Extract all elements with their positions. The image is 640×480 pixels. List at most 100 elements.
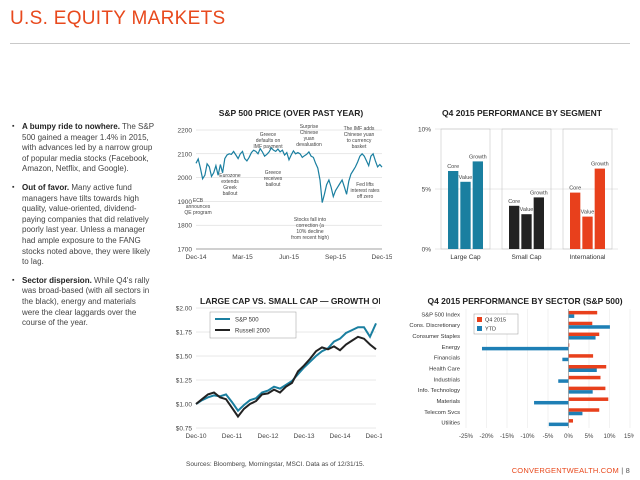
bar-label: Growth	[530, 190, 548, 196]
commentary-list: A bumpy ride to nowhere. The S&P 500 gai…	[12, 122, 154, 337]
sector-bar	[568, 343, 570, 347]
y-tick-label: 10%	[418, 127, 431, 134]
bullet-item: Out of favor. Many active fund managers …	[12, 183, 154, 268]
y-tick-label: 1900	[178, 199, 193, 206]
sp500-growth-line	[195, 322, 377, 413]
sector-bar	[568, 354, 594, 358]
sector-label: Consumer Staples	[412, 334, 460, 340]
segment-bar	[509, 205, 520, 249]
group-label: International	[570, 254, 606, 261]
x-tick-label: -10%	[520, 434, 535, 440]
group-label: Small Cap	[512, 254, 542, 261]
sp500-grid: 1700 1800 1900 2000 2100 2200 Dec-14 Mar-15 Jun-…	[178, 128, 392, 262]
bar-label: Growth	[591, 162, 609, 168]
sector-bar	[568, 375, 601, 380]
bullet-item: A bumpy ride to nowhere. The S&P 500 gai…	[12, 122, 154, 175]
chart-title-sp500: S&P 500 PRICE (OVER PAST YEAR)	[218, 108, 364, 118]
sector-label: Telecom Svcs	[424, 410, 460, 416]
bullet-heading: Out of favor.	[22, 182, 70, 192]
sector-label: Industrials	[434, 377, 461, 383]
sector-bar	[568, 336, 596, 340]
sector-bar	[568, 368, 597, 372]
sector-label: Info. Technology	[418, 388, 460, 394]
y-tick-label: $1.00	[176, 402, 193, 409]
y-tick-label: 1800	[178, 223, 193, 230]
bar-label: Growth	[469, 154, 487, 160]
annotation-yuan-devaluation: Surprise Chinese yuan devaluation	[296, 124, 322, 148]
x-tick-label: Dec-13	[294, 433, 315, 440]
russell2000-growth-line	[195, 335, 377, 419]
sector-bar	[568, 321, 593, 326]
annotation-imf-yuan: The IMF adds Chinese yuan to currency baske…	[344, 126, 375, 150]
annotation-fed-rates: Fed lifts interest rates off zero	[351, 182, 380, 200]
y-tick-label: $0.75	[176, 426, 193, 433]
segment-bar	[472, 161, 483, 249]
annotation-correction: Stocks fall into correction (a 10% decline…	[291, 217, 329, 241]
annotation-greece-bailout: Greece receives bailout	[264, 170, 283, 188]
y-tick-label: 2100	[178, 151, 193, 158]
sector-bar	[568, 325, 610, 329]
x-tick-label: -20%	[479, 434, 494, 440]
sp500-price-chart: 1700 1800 1900 2000 2100 2200 Dec-14 Mar-15 Jun-…	[178, 124, 392, 262]
title-divider	[10, 43, 630, 44]
sector-label: Utilities	[441, 421, 460, 427]
x-tick-label: 0%	[564, 434, 573, 440]
legend-q4: Q4 2015	[485, 318, 506, 324]
segment-bar	[570, 192, 581, 249]
sector-bar	[558, 379, 569, 383]
segment-bar	[521, 214, 532, 249]
x-tick-label: Dec-14	[330, 433, 351, 440]
sector-bar	[568, 390, 593, 394]
y-tick-label: $1.25	[176, 378, 193, 385]
y-tick-label: $1.50	[176, 354, 193, 361]
segment-bar	[448, 171, 459, 249]
sector-label: Financials	[434, 356, 460, 362]
sector-bar	[562, 357, 569, 362]
segment-bar	[533, 197, 544, 249]
y-tick-label: 2200	[178, 128, 193, 135]
bullet-body: Many active fund managers have tilts tow…	[22, 182, 151, 267]
annotation-ecb-qe: ECB announces QE program	[184, 198, 211, 216]
sources-footnote: Sources: Bloomberg, Morningstar, MSCI. D…	[186, 461, 365, 468]
y-tick-label: $1.75	[176, 330, 193, 337]
sector-bar	[568, 365, 607, 369]
x-tick-label: Dec-15	[366, 433, 382, 440]
x-tick-label: Dec-10	[186, 433, 207, 440]
sector-bar	[568, 397, 609, 401]
growth-of-dollar-chart: $0.75 $1.00 $1.25 $1.50 $1.75 $2.00 Dec-10 Dec-…	[176, 306, 382, 441]
bullet-heading: Sector dispersion.	[22, 275, 92, 285]
sector-bar	[568, 411, 583, 416]
segment-bar	[594, 168, 605, 249]
x-tick-label: Sep-15	[325, 254, 346, 261]
bullet-heading: A bumpy ride to nowhere.	[22, 122, 120, 131]
legend-ytd: YTD	[485, 327, 496, 333]
sector-bar	[568, 310, 598, 315]
sector-bar	[568, 386, 606, 391]
sector-bar	[481, 346, 569, 351]
sector-bar	[568, 408, 600, 412]
chart-title-growth: LARGE CAP VS. SMALL CAP — GROWTH OF $1	[200, 296, 380, 306]
chart-title-sector: Q4 2015 PERFORMANCE BY SECTOR (S&P 500)	[427, 296, 623, 306]
annotation-greece-default: Greece defaults on IMF payment	[253, 132, 283, 150]
segment-bar	[460, 181, 471, 249]
bar-label: Core	[447, 164, 459, 170]
x-tick-label: 5%	[585, 434, 594, 440]
sp500-price-line	[195, 146, 383, 203]
legend-russell2000: Russell 2000	[235, 329, 270, 335]
sector-bar	[534, 400, 569, 405]
bar-label: Value	[581, 210, 595, 216]
y-tick-label: 2000	[178, 175, 193, 182]
brand-link[interactable]: CONVERGENTWEALTH.COM	[511, 466, 619, 475]
sector-performance-chart: -25% -20% -15% -10% -5% 0% 5% 10% 15% S&P 500 Ind…	[409, 309, 634, 440]
sector-bar	[568, 332, 600, 337]
bullet-body: The S&P 500 gained a meager 1.4% in 2015…	[22, 122, 154, 174]
sp500-annotations: Greece defaults on IMF payment Surprise Chi…	[184, 124, 380, 241]
y-tick-label: 1700	[178, 247, 193, 254]
y-tick-label: 0%	[422, 247, 432, 254]
brand-footer: CONVERGENTWEALTH.COM | 8	[512, 466, 630, 475]
group-label: Large Cap	[450, 254, 481, 261]
x-tick-label: -15%	[500, 434, 515, 440]
y-tick-label: 5%	[422, 187, 432, 194]
segment-bar	[582, 216, 593, 249]
